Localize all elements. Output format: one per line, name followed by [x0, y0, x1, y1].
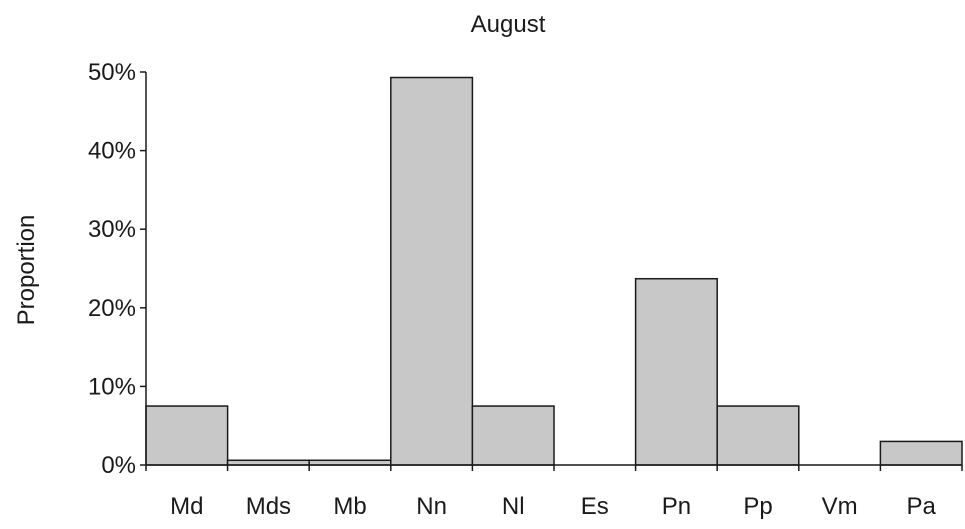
x-category-label: Vm [822, 493, 858, 520]
bar-pp [717, 406, 799, 465]
y-tick-label: 50% [88, 59, 136, 86]
y-tick-label: 30% [88, 216, 136, 243]
x-category-label: Nl [502, 493, 525, 520]
x-category-label: Mb [333, 493, 366, 520]
x-category-label: Nn [416, 493, 447, 520]
bar-pn [636, 279, 718, 465]
y-axis-title: Proportion [13, 215, 40, 326]
x-category-label: Mds [246, 493, 291, 520]
y-tick-label: 20% [88, 295, 136, 322]
x-category-label: Pn [662, 493, 691, 520]
x-category-label: Md [170, 493, 203, 520]
y-tick-label: 0% [101, 452, 136, 479]
y-tick-label: 10% [88, 373, 136, 400]
bar-nn [391, 78, 473, 466]
x-category-label: Pp [743, 493, 772, 520]
bar-pa [880, 441, 962, 465]
chart-title: August [471, 11, 546, 38]
bar-nl [472, 406, 554, 465]
bar-md [146, 406, 228, 465]
bars-layer [146, 78, 962, 466]
y-tick-label: 40% [88, 138, 136, 165]
x-category-label: Pa [907, 493, 937, 520]
x-category-label: Es [581, 493, 609, 520]
